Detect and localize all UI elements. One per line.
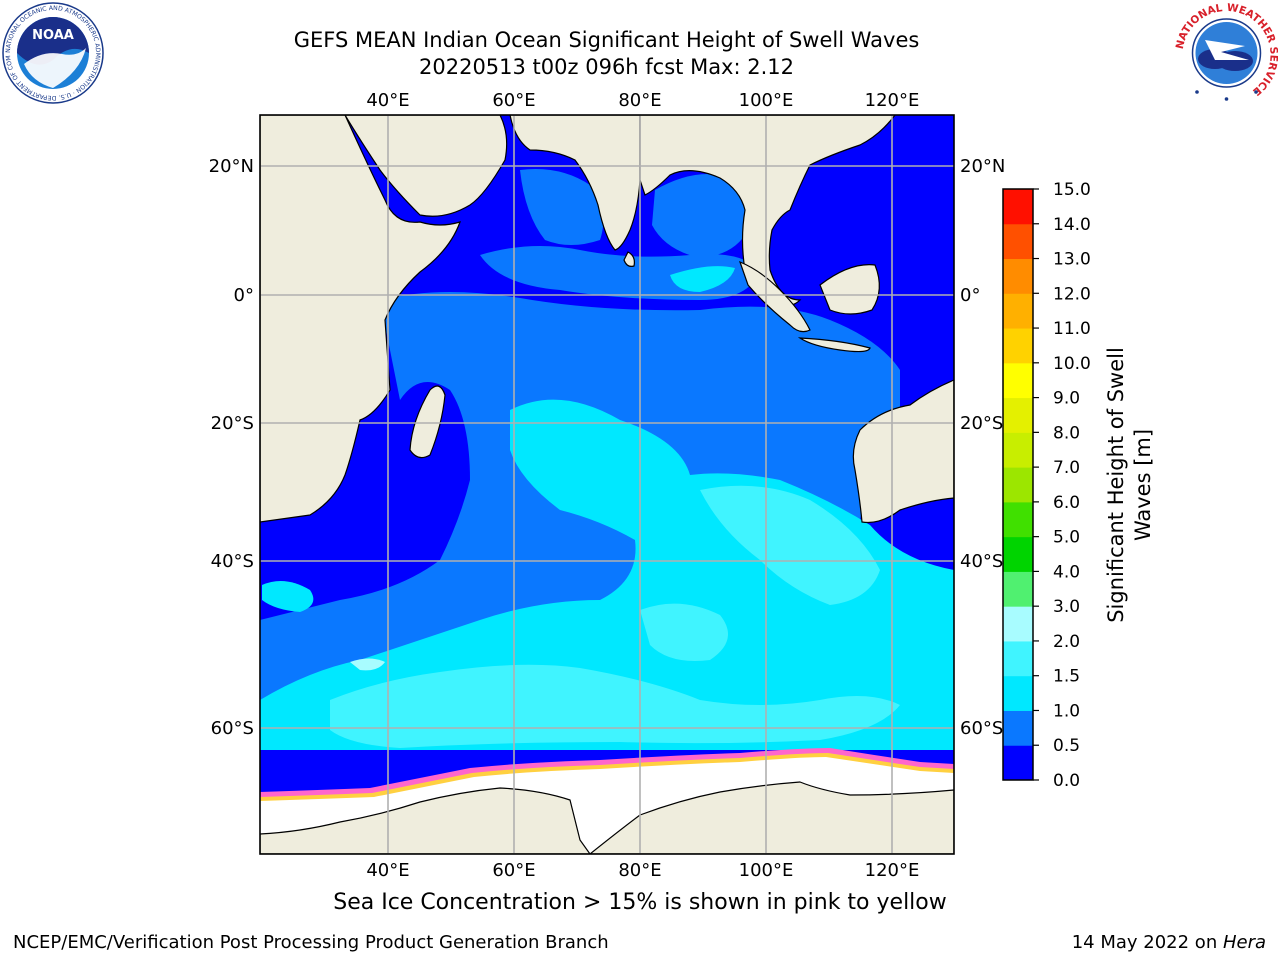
land-java [797, 337, 871, 353]
colorbar-segment [1003, 189, 1033, 225]
colorbar-tick-label: 2.0 [1053, 632, 1080, 652]
colorbar-tick-label: 13.0 [1053, 250, 1091, 270]
sea-ice-note: Sea Ice Concentration > 15% is shown in … [333, 890, 947, 915]
colorbar-tick-label: 1.0 [1053, 701, 1080, 721]
colorbar-tick-label: 4.0 [1053, 562, 1080, 582]
colorbar-segment [1003, 432, 1033, 468]
lat-tick-left: 20°S [211, 413, 254, 434]
lat-tick-right: 20°S [960, 413, 1003, 434]
chart-title: GEFS MEAN Indian Ocean Significant Heigh… [293, 28, 920, 52]
lat-tick-right: 60°S [960, 718, 1003, 739]
lon-tick-top: 80°E [618, 90, 661, 111]
swell-band-1p0-north [670, 266, 735, 292]
colorbar-segment [1003, 536, 1033, 572]
swell-band-1p0-west [262, 581, 314, 612]
map-field [260, 115, 954, 854]
map-frame [259, 114, 955, 855]
lon-tick-bottom: 80°E [618, 860, 661, 881]
noaa-logo-icon: NATIONAL OCEANIC AND ATMOSPHERIC ADMINIS… [2, 2, 104, 104]
colorbar-tick-label: 9.0 [1053, 389, 1080, 409]
colorbar-tick-label: 7.0 [1053, 458, 1080, 478]
swell-band-0p5-arabian [520, 169, 604, 245]
svg-text:NOAA: NOAA [32, 28, 74, 43]
colorbar-segment [1003, 258, 1033, 294]
grid [260, 115, 954, 854]
colorbar-tick-label: 0.0 [1053, 771, 1080, 791]
land-se-asia [639, 115, 896, 306]
colorbar-label-line1: Significant Height of Swell [1104, 347, 1128, 623]
nws-logo-icon: NATIONAL WEATHER SERVICE [1175, 2, 1278, 103]
lat-tick-left: 0° [234, 285, 254, 306]
land-sri-lanka [623, 251, 635, 267]
lat-tick-left: 20°N [209, 156, 254, 177]
footer-date: 14 May 2022 on Hera [1072, 932, 1266, 953]
colorbar-segment [1003, 640, 1033, 677]
colorbar-tick-label: 10.0 [1053, 354, 1091, 374]
colorbar-tick-label: 1.5 [1053, 667, 1080, 687]
colorbar-segment [1003, 467, 1033, 503]
colorbar-segment [1003, 710, 1033, 746]
lat-tick-right: 40°S [960, 551, 1003, 572]
land-australia [852, 379, 954, 524]
lon-tick-bottom: 40°E [366, 860, 409, 881]
colorbar-tick-label: 8.0 [1053, 423, 1080, 443]
swell-band-2p0 [350, 658, 385, 671]
lon-tick-top: 120°E [865, 90, 920, 111]
swell-band-1p5 [700, 485, 880, 605]
colorbar-segment [1003, 362, 1033, 399]
colorbar-segment [1003, 328, 1033, 364]
lat-ticks-left: 20°N 0° 20°S 40°S 60°S [209, 156, 254, 739]
footer-credit: NCEP/EMC/Verification Post Processing Pr… [13, 932, 609, 953]
land-africa-arabia [260, 115, 508, 523]
colorbar-tick-label: 11.0 [1053, 319, 1091, 339]
lon-tick-bottom: 120°E [865, 860, 920, 881]
lon-ticks-top: 40°E 60°E 80°E 100°E 120°E [366, 90, 919, 111]
land-india [509, 115, 641, 251]
colorbar-tick-label: 3.0 [1053, 597, 1080, 617]
lon-tick-bottom: 60°E [492, 860, 535, 881]
colorbar-tick-label: 6.0 [1053, 493, 1080, 513]
swell-band-1p0 [260, 399, 954, 750]
colorbar-segment [1003, 675, 1033, 711]
swell-band-1p5-mid [640, 603, 728, 661]
lon-tick-top: 100°E [739, 90, 794, 111]
land-borneo [819, 264, 880, 315]
footer-machine: Hera [1222, 932, 1266, 953]
colorbar-tick-label: 15.0 [1053, 180, 1091, 200]
lon-tick-top: 40°E [366, 90, 409, 111]
colorbar-segment [1003, 223, 1033, 260]
chart-subtitle: 20220513 t00z 096h fcst Max: 2.12 [419, 55, 794, 79]
colorbar-tick-label: 0.5 [1053, 736, 1080, 756]
colorbar-segment [1003, 745, 1033, 781]
lat-tick-left: 40°S [211, 551, 254, 572]
colorbar-segment [1003, 293, 1033, 329]
colorbar-segment [1003, 606, 1033, 642]
lat-tick-right: 20°N [960, 156, 1005, 177]
lon-tick-top: 60°E [492, 90, 535, 111]
swell-band-0p5-bay [652, 174, 748, 258]
colorbar-segment [1003, 397, 1033, 433]
colorbar [1003, 189, 1033, 781]
footer-date-text: 14 May 2022 on [1071, 932, 1223, 953]
colorbar-tick-label: 5.0 [1053, 528, 1080, 548]
colorbar-frame [1002, 188, 1034, 781]
colorbar-segment [1003, 571, 1033, 607]
colorbar-label-line2: Waves [m] [1131, 429, 1155, 541]
colorbar-label: Significant Height of Swell Waves [m] [1104, 347, 1155, 623]
colorbar-tick-label: 12.0 [1053, 284, 1091, 304]
lon-ticks-bottom: 40°E 60°E 80°E 100°E 120°E [366, 860, 919, 881]
land-sumatra [739, 260, 811, 333]
colorbar-ticks: 0.0 0.5 1.0 1.5 2.0 3.0 4.0 5.0 6.0 7.0 8.0 9.0 10.0… [1033, 180, 1091, 791]
lat-tick-right: 0° [960, 285, 980, 306]
lat-ticks-right: 20°N 0° 20°S 40°S 60°S [960, 156, 1005, 739]
lon-tick-bottom: 100°E [739, 860, 794, 881]
colorbar-segment [1003, 501, 1033, 538]
land-madagascar [409, 385, 446, 459]
colorbar-tick-label: 14.0 [1053, 215, 1091, 235]
lat-tick-left: 60°S [211, 718, 254, 739]
